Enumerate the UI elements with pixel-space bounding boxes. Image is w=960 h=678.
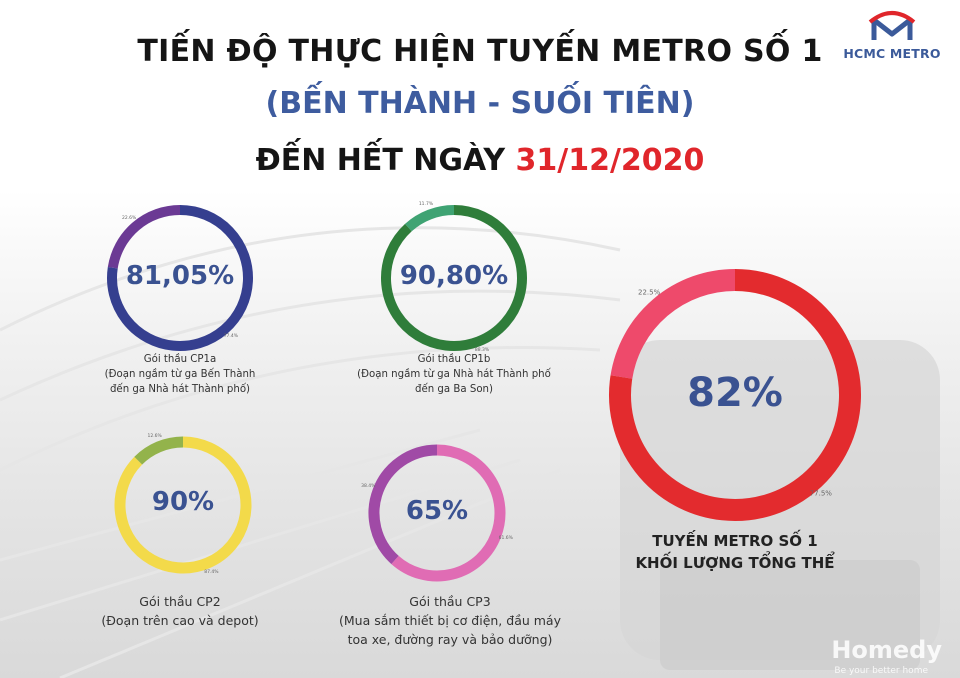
cp1b-slice-rest	[405, 205, 455, 232]
cp1b-slice-main	[381, 205, 527, 351]
title-line-1: TIẾN ĐỘ THỰC HIỆN TUYẾN METRO SỐ 1	[137, 34, 823, 69]
cp3-slice-label-main: 61.6%	[499, 535, 514, 541]
title-date: 31/12/2020	[515, 143, 705, 178]
cp1a-slice-label-rest: 22.6%	[122, 215, 137, 221]
cp1b-slice-label-rest: 11.7%	[419, 201, 434, 207]
caption-cp1b-line-2: (Đoạn ngầm từ ga Nhà hát Thành phố	[357, 369, 551, 380]
caption-cp1a-line-1: Gói thầu CP1a	[143, 354, 217, 365]
title-line-2: (BẾN THÀNH - SUỐI TIÊN)	[265, 86, 695, 121]
title-line-3: ĐẾN HẾT NGÀY 31/12/2020	[0, 143, 960, 178]
caption-cp2-line-2: (Đoạn trên cao và depot)	[101, 613, 259, 628]
caption-cp2: Gói thầu CP2 (Đoạn trên cao và depot)	[60, 592, 300, 630]
center-label-cp2: 90%	[151, 487, 215, 517]
caption-cp3-line-3: toa xe, đường ray và bảo dưỡng)	[347, 632, 553, 647]
caption-cp1b: Gói thầu CP1b (Đoạn ngầm từ ga Nhà hát T…	[324, 352, 584, 397]
homedy-watermark-tagline: Be your better home	[834, 666, 928, 676]
caption-total: TUYẾN METRO SỐ 1 KHỐI LƯỢNG TỔNG THỂ	[600, 530, 870, 574]
caption-cp1a-line-2: (Đoạn ngầm từ ga Bến Thành	[104, 369, 256, 380]
total-slice-rest	[610, 269, 736, 379]
donut-chart-total: 22.5% 77.5% 82%	[600, 260, 870, 530]
center-label-cp3: 65%	[405, 496, 469, 526]
donut-chart-cp1b: 11.7% 88.3% 90,80%	[374, 201, 534, 353]
metro-logo-icon	[868, 11, 916, 40]
caption-cp3-line-1: Gói thầu CP3	[409, 594, 491, 609]
homedy-watermark: Homedy	[831, 636, 942, 664]
cp3-slice-main	[391, 444, 506, 582]
donut-chart-cp2: 12.6% 87.4% 90%	[108, 430, 258, 580]
cp1a-slice-label-main: 77.4%	[224, 333, 239, 339]
cp1a-slice-main	[107, 205, 253, 351]
logo-text: HCMC METRO	[843, 46, 941, 61]
donut-svg-cp1b: 11.7% 88.3%	[381, 201, 527, 353]
hcmc-metro-logo: HCMC METRO	[836, 10, 948, 66]
donut-svg-cp1a: 22.6% 77.4%	[107, 205, 253, 351]
cp1b-slice-label-main: 88.3%	[475, 347, 490, 353]
cp3-slice-label-rest: 38.4%	[361, 483, 376, 489]
cp3-slice-rest	[368, 444, 438, 565]
caption-cp2-line-1: Gói thầu CP2	[139, 594, 221, 609]
donut-svg-cp2: 12.6% 87.4%	[114, 433, 252, 575]
center-label-cp1b: 90,80%	[399, 261, 509, 291]
center-label-total: 82%	[687, 370, 783, 416]
title-date-prefix: ĐẾN HẾT NGÀY	[255, 143, 516, 178]
caption-total-line-2: KHỐI LƯỢNG TỔNG THỂ	[635, 554, 835, 572]
caption-cp1b-line-3: đến ga Ba Son)	[415, 384, 493, 395]
caption-cp1a: Gói thầu CP1a (Đoạn ngầm từ ga Bến Thành…	[60, 352, 300, 397]
caption-cp1b-line-1: Gói thầu CP1b	[417, 354, 491, 365]
total-slice-label-main: 77.5%	[810, 490, 833, 498]
donut-svg-cp3: 38.4% 61.6%	[361, 444, 514, 582]
donut-chart-cp1a: 22.6% 77.4% 81,05%	[100, 205, 260, 351]
total-slice-label-rest: 22.5%	[638, 288, 661, 296]
caption-total-line-1: TUYẾN METRO SỐ 1	[652, 532, 818, 550]
cp2-slice-label-main: 87.4%	[204, 569, 219, 575]
cp1a-slice-rest	[107, 205, 181, 269]
cp2-slice-rest	[134, 436, 184, 465]
donut-chart-cp3: 38.4% 61.6% 65%	[361, 438, 514, 588]
cp2-slice-label-rest: 12.6%	[147, 433, 162, 439]
caption-cp3-line-2: (Mua sắm thiết bị cơ điện, đầu máy	[339, 613, 561, 628]
caption-cp3: Gói thầu CP3 (Mua sắm thiết bị cơ điện, …	[300, 592, 600, 649]
cp2-slice-main	[114, 436, 252, 574]
center-label-cp1a: 81,05%	[125, 261, 235, 291]
total-slice-main	[609, 269, 861, 521]
caption-cp1a-line-3: đến ga Nhà hát Thành phố)	[109, 384, 251, 395]
donut-svg-total: 22.5% 77.5%	[609, 269, 861, 521]
